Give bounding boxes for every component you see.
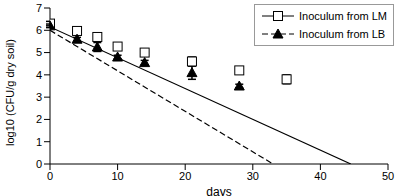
html-text:Inoculum from LB: Inoculum from LB bbox=[299, 28, 386, 40]
svg-text:4: 4 bbox=[36, 69, 42, 81]
svg-text:6: 6 bbox=[36, 24, 42, 36]
svg-text:0: 0 bbox=[36, 158, 42, 170]
svg-text:3: 3 bbox=[36, 91, 42, 103]
svg-text:days: days bbox=[206, 185, 231, 196]
svg-text:5: 5 bbox=[36, 46, 42, 58]
svg-text:40: 40 bbox=[314, 170, 326, 182]
html-text:Inoculum from LM: Inoculum from LM bbox=[299, 10, 387, 22]
svg-text:log10 (CFU/g dry soil): log10 (CFU/g dry soil) bbox=[8, 39, 16, 146]
svg-text:20: 20 bbox=[179, 170, 191, 182]
svg-text:7: 7 bbox=[36, 2, 42, 14]
svg-text:30: 30 bbox=[247, 170, 259, 182]
svg-text:1: 1 bbox=[36, 136, 42, 148]
svg-text:50: 50 bbox=[382, 170, 392, 182]
svg-text:10: 10 bbox=[111, 170, 123, 182]
svg-text:0: 0 bbox=[47, 170, 53, 182]
svg-text:2: 2 bbox=[36, 113, 42, 125]
